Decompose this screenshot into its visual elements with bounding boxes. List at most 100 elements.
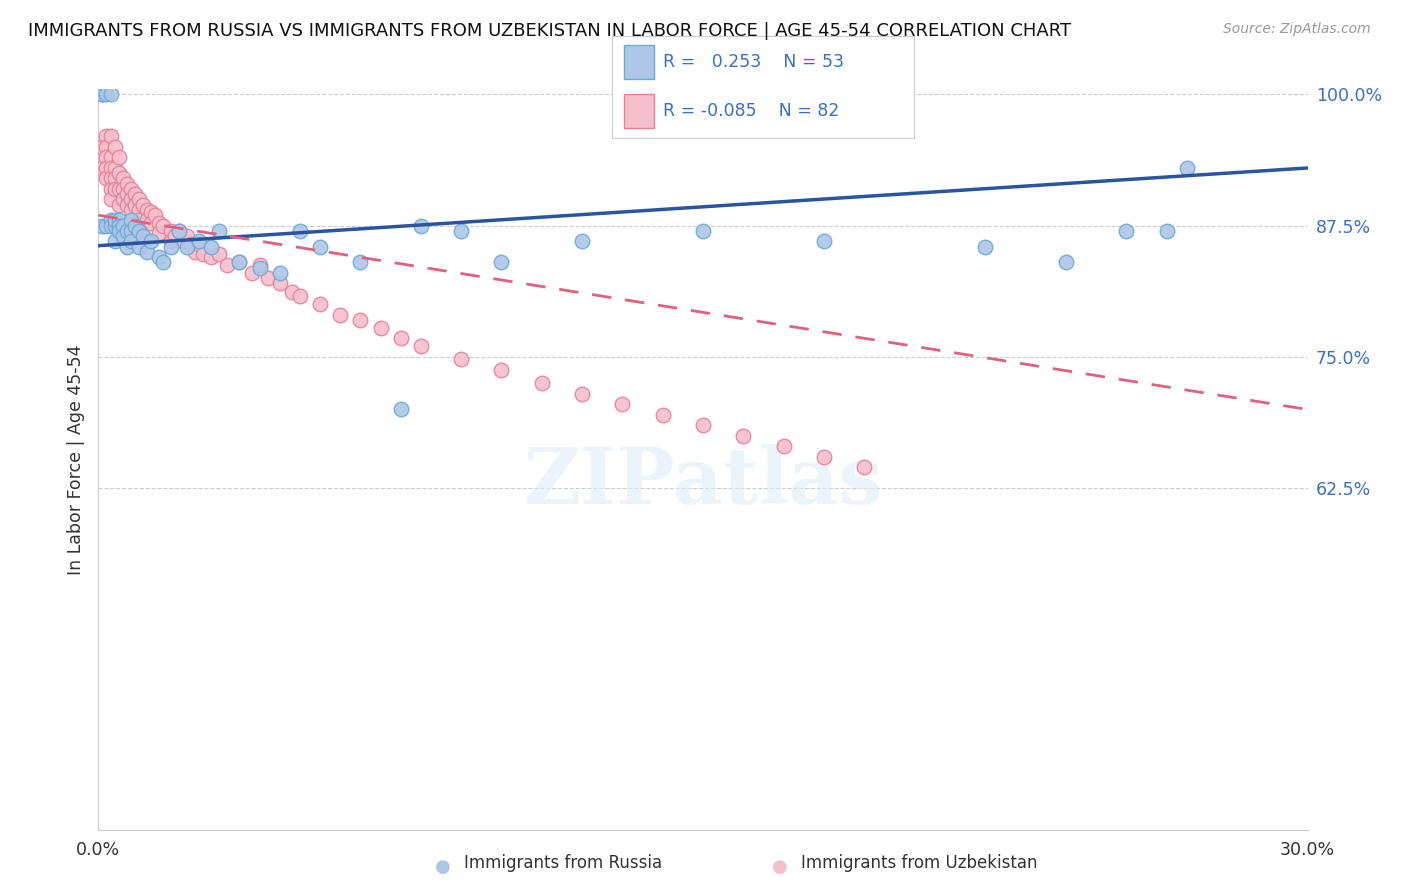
Point xyxy=(107,219,129,233)
Point xyxy=(269,266,291,280)
Point xyxy=(91,87,114,102)
Point xyxy=(91,87,114,102)
Point xyxy=(107,182,129,196)
Point xyxy=(692,418,714,433)
Point xyxy=(389,331,412,345)
Point xyxy=(100,219,122,233)
Point xyxy=(111,229,134,244)
Point xyxy=(115,224,138,238)
Text: IMMIGRANTS FROM RUSSIA VS IMMIGRANTS FROM UZBEKISTAN IN LABOR FORCE | AGE 45-54 : IMMIGRANTS FROM RUSSIA VS IMMIGRANTS FRO… xyxy=(28,22,1071,40)
Point xyxy=(96,129,118,144)
Point xyxy=(329,308,352,322)
Point xyxy=(160,224,183,238)
Point xyxy=(100,182,122,196)
Point xyxy=(91,140,114,154)
Point xyxy=(160,240,183,254)
Point xyxy=(349,313,371,327)
Point xyxy=(160,235,183,249)
Point xyxy=(100,213,122,227)
Point xyxy=(163,229,186,244)
Point xyxy=(530,376,553,391)
Point xyxy=(103,161,125,175)
Point xyxy=(96,151,118,165)
Point xyxy=(167,224,190,238)
Point xyxy=(188,235,211,249)
Point xyxy=(91,161,114,175)
Point xyxy=(100,129,122,144)
Point xyxy=(139,205,162,219)
Point xyxy=(228,255,250,269)
Point xyxy=(139,235,162,249)
Point xyxy=(409,339,432,353)
Point xyxy=(853,460,876,475)
Text: ZIPatlas: ZIPatlas xyxy=(523,443,883,520)
Point xyxy=(107,224,129,238)
Bar xyxy=(624,45,654,78)
Bar xyxy=(624,95,654,128)
Point xyxy=(103,171,125,186)
Point xyxy=(135,244,157,259)
Point xyxy=(200,240,222,254)
Point xyxy=(115,198,138,212)
Point xyxy=(120,182,142,196)
Point xyxy=(309,240,332,254)
Point xyxy=(288,224,311,238)
Point xyxy=(100,161,122,175)
Point xyxy=(107,198,129,212)
Point xyxy=(974,240,997,254)
Point xyxy=(100,171,122,186)
Point xyxy=(103,140,125,154)
Text: R = -0.085    N = 82: R = -0.085 N = 82 xyxy=(664,102,839,120)
Point xyxy=(107,213,129,227)
Point xyxy=(152,219,174,233)
Point xyxy=(269,277,291,291)
Point xyxy=(733,429,755,443)
Point xyxy=(450,224,472,238)
Point xyxy=(103,235,125,249)
Point xyxy=(491,362,513,376)
Point xyxy=(96,140,118,154)
Point xyxy=(148,216,170,230)
Point xyxy=(288,289,311,303)
Point xyxy=(893,119,915,133)
Point xyxy=(309,297,332,311)
Point xyxy=(120,202,142,217)
Point xyxy=(217,258,239,272)
Point xyxy=(200,250,222,264)
Point xyxy=(96,219,118,233)
Point xyxy=(100,87,122,102)
Point xyxy=(651,408,673,422)
Point xyxy=(120,213,142,227)
Point xyxy=(1156,224,1178,238)
Point xyxy=(281,285,304,299)
Point xyxy=(135,202,157,217)
Text: R =   0.253    N = 53: R = 0.253 N = 53 xyxy=(664,53,844,70)
Point xyxy=(115,187,138,202)
Point xyxy=(193,247,215,261)
Point xyxy=(128,224,150,238)
Point xyxy=(208,224,231,238)
Point xyxy=(111,182,134,196)
Point xyxy=(128,240,150,254)
Point xyxy=(249,258,271,272)
Point xyxy=(132,229,155,244)
Point xyxy=(128,202,150,217)
Point xyxy=(103,213,125,227)
Point xyxy=(228,255,250,269)
Y-axis label: In Labor Force | Age 45-54: In Labor Force | Age 45-54 xyxy=(66,344,84,574)
Point xyxy=(612,397,634,411)
Point xyxy=(172,235,194,249)
Text: ●: ● xyxy=(434,858,451,876)
Point xyxy=(107,166,129,180)
Point xyxy=(1054,255,1077,269)
Point xyxy=(132,198,155,212)
Point xyxy=(111,219,134,233)
Point xyxy=(152,255,174,269)
Point xyxy=(240,266,263,280)
Point xyxy=(115,240,138,254)
Point xyxy=(139,216,162,230)
Point xyxy=(180,236,202,251)
Point xyxy=(91,219,114,233)
Point xyxy=(167,224,190,238)
Point xyxy=(120,193,142,207)
